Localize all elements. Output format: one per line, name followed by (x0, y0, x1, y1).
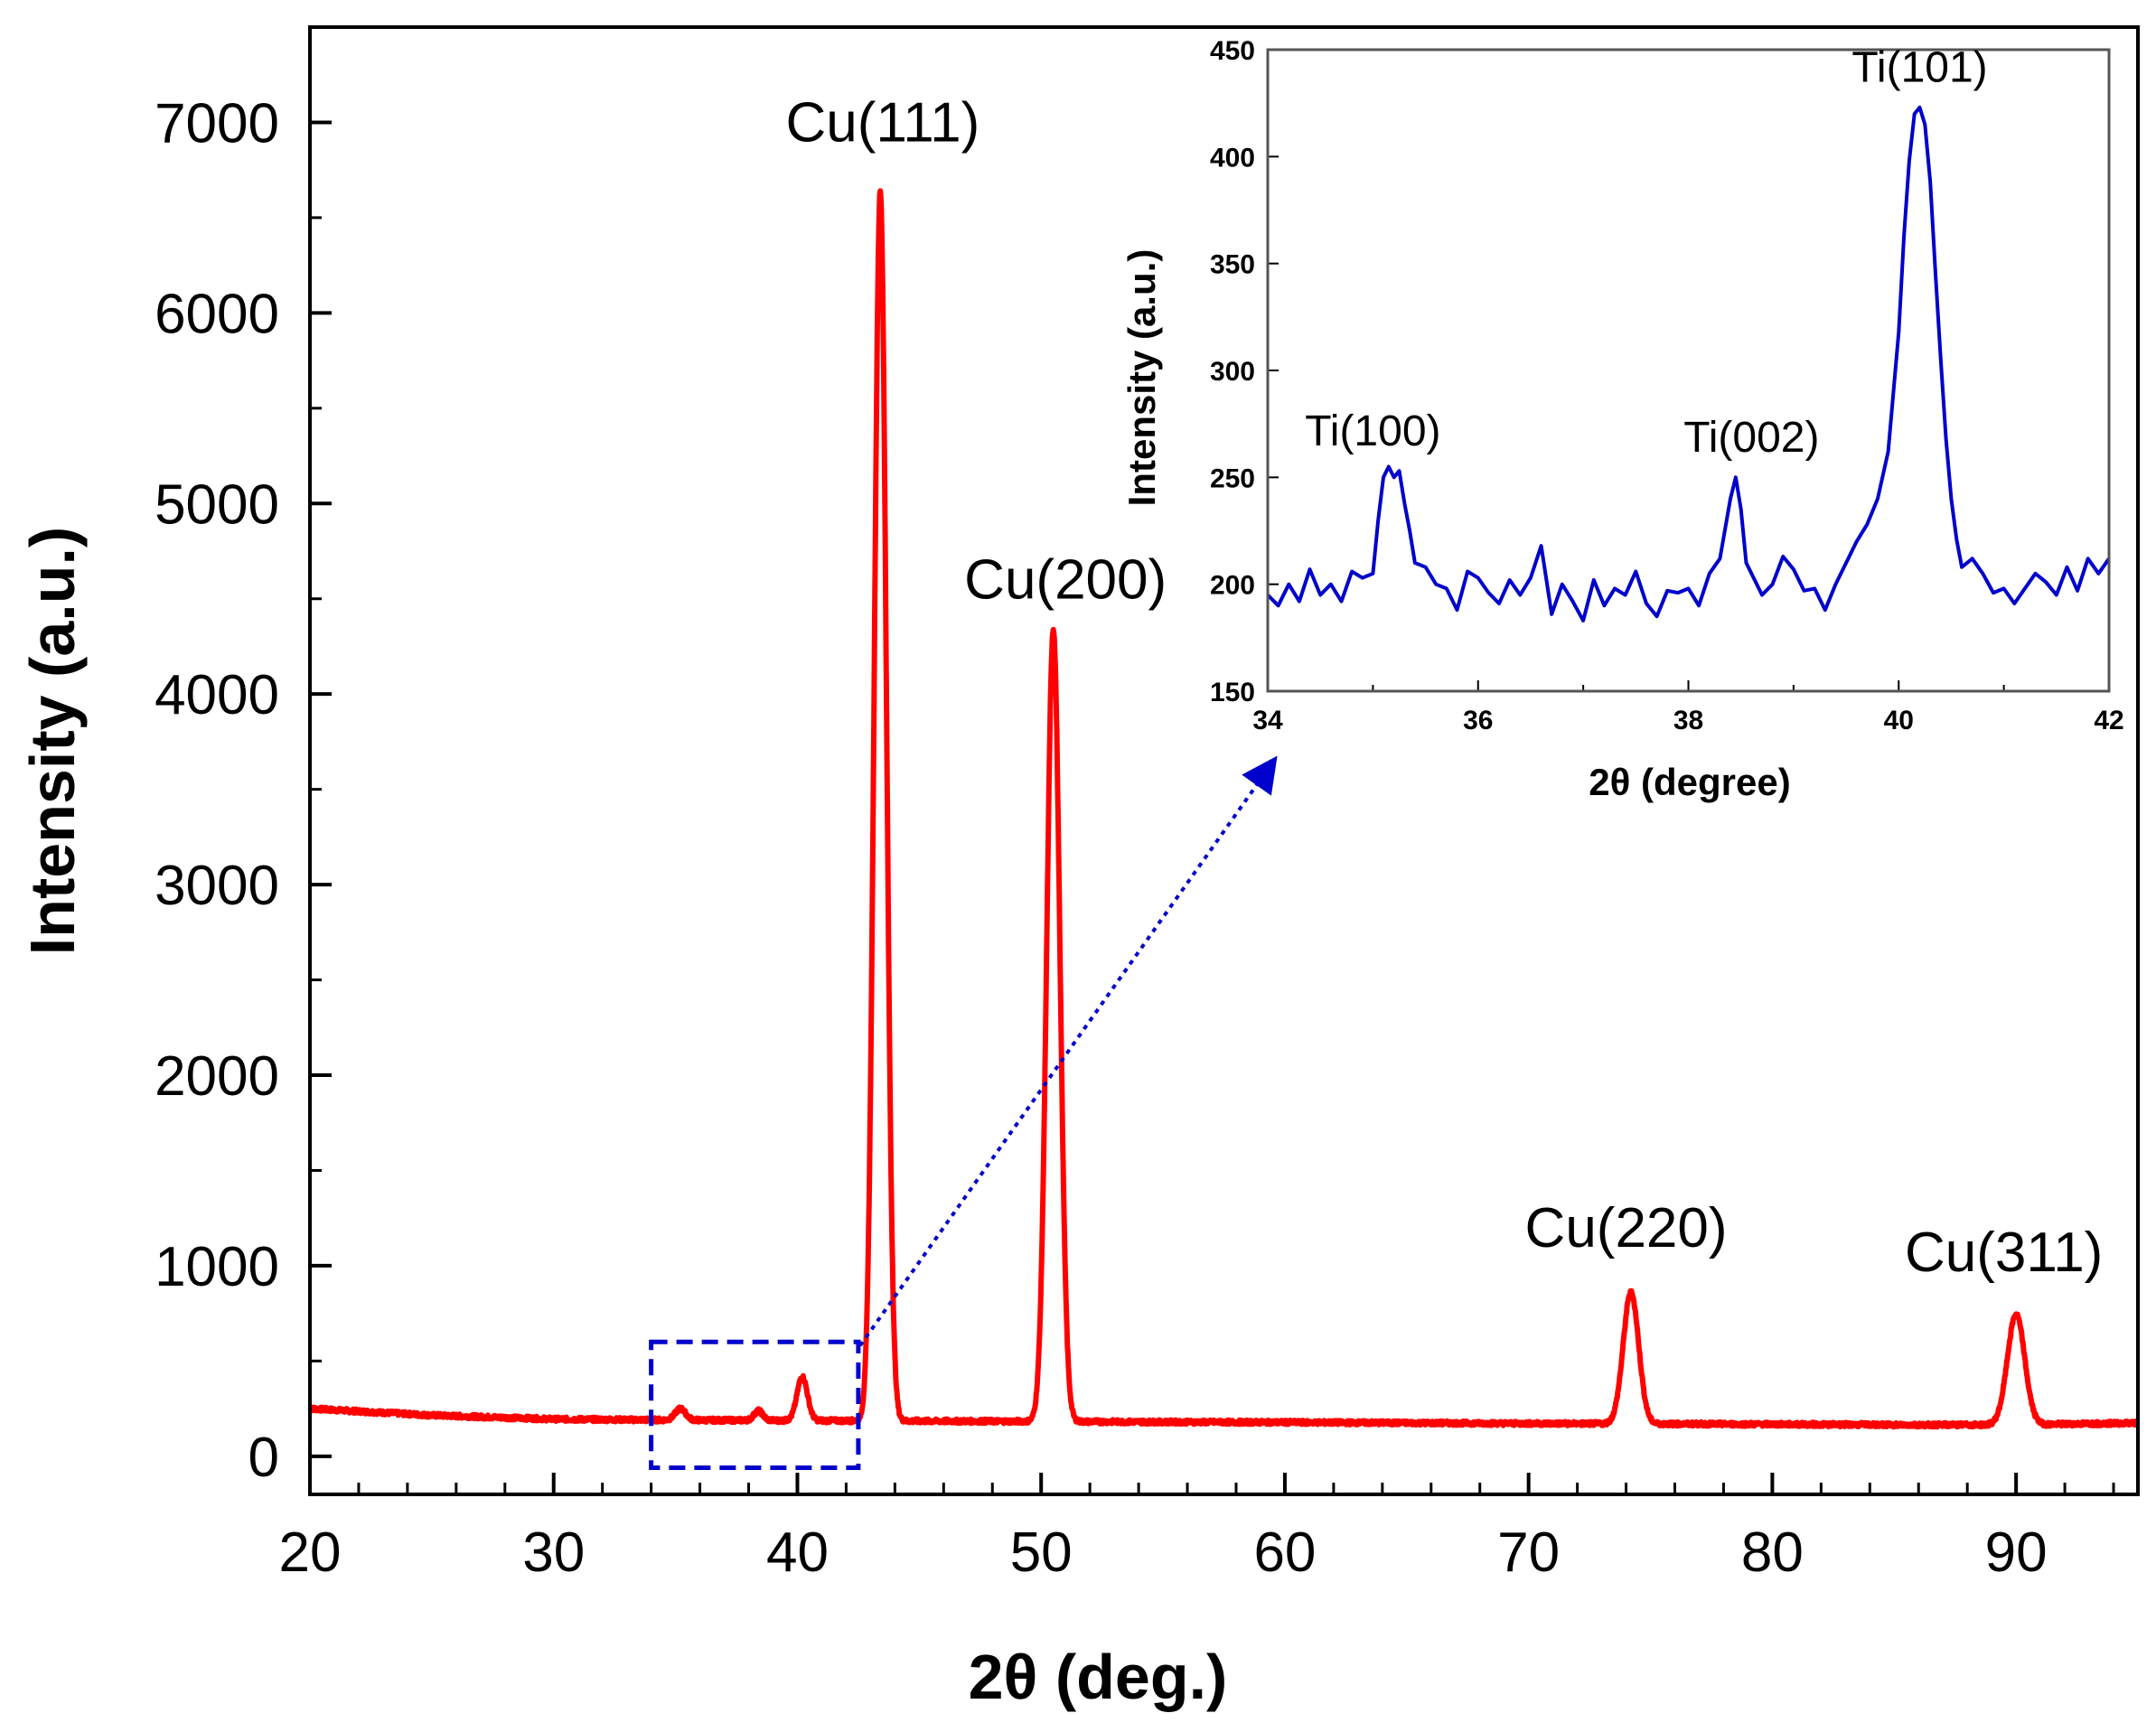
inset-series (1266, 105, 2111, 623)
main-peak-label: Cu(111) (785, 92, 980, 154)
main-x-tick-label: 30 (522, 1521, 585, 1584)
main-y-tick-label: 0 (248, 1427, 279, 1489)
main-x-tick-label: 60 (1253, 1521, 1316, 1584)
inset-y-tick-label: 400 (1210, 143, 1255, 173)
inset-peak-labels: Ti(100) Ti(002) Ti(101) (1305, 44, 1987, 462)
main-tick-labels: 20 30 40 50 60 70 80 90 0 1000 2000 3000 4000 5000 600… (155, 92, 2048, 1584)
main-peak-label: Cu(311) (1905, 1222, 2103, 1284)
inset-x-tick-label: 34 (1252, 706, 1283, 735)
main-y-tick-label: 1000 (155, 1236, 279, 1298)
main-series (307, 188, 2141, 1430)
inset-y-tick-label: 300 (1210, 357, 1255, 387)
main-y-tick-label: 2000 (155, 1045, 279, 1108)
main-plot-frame (308, 25, 2140, 1496)
zoom-region-box (649, 1339, 861, 1470)
main-x-tick-label: 90 (1985, 1521, 2048, 1584)
main-y-tick-label: 7000 (155, 92, 279, 154)
main-plot: 20 30 40 50 60 70 80 90 0 1000 2000 3000 4000 5000 600… (17, 25, 2141, 1712)
inset-x-tick-label: 42 (2094, 706, 2123, 735)
inset-y-tick-label: 250 (1210, 463, 1255, 493)
inset-y-axis-label: Intensity (a.u.) (1120, 249, 1163, 507)
inset-tick-labels: 34 36 38 40 42 150 200 250 300 350 400 450 (1210, 36, 2124, 735)
main-peak-labels: Cu(111) Cu(200) Cu(220) Cu(311) (785, 92, 2103, 1285)
inset-xrd-line (1266, 105, 2111, 623)
inset-background (1268, 50, 2109, 691)
main-x-tick-label: 80 (1741, 1521, 1804, 1584)
main-y-axis-label: Intensity (a.u.) (17, 527, 88, 955)
inset-y-tick-label: 350 (1210, 250, 1255, 280)
main-y-tick-label: 4000 (155, 664, 279, 726)
main-minor-ticks (310, 216, 2115, 1494)
main-peak-label: Cu(200) (964, 549, 1167, 612)
main-x-tick-label: 40 (766, 1521, 829, 1584)
main-x-tick-label: 20 (279, 1521, 342, 1584)
inset-x-tick-label: 38 (1673, 706, 1703, 735)
main-y-tick-label: 6000 (155, 283, 279, 345)
inset-peak-label: Ti(100) (1305, 407, 1440, 455)
inset-y-tick-label: 450 (1210, 36, 1255, 66)
main-peak-label: Cu(220) (1525, 1197, 1728, 1259)
main-xrd-line (307, 188, 2141, 1430)
main-x-tick-label: 50 (1010, 1521, 1073, 1584)
main-x-axis-label: 2θ (deg.) (969, 1642, 1228, 1712)
main-y-tick-label: 3000 (155, 855, 279, 917)
inset-peak-label: Ti(002) (1683, 414, 1819, 462)
inset-y-tick-label: 150 (1210, 678, 1255, 707)
inset-x-tick-label: 36 (1463, 706, 1493, 735)
inset-y-tick-label: 200 (1210, 571, 1255, 601)
inset-x-axis-label: 2θ (degree) (1589, 761, 1790, 803)
main-x-tick-label: 70 (1497, 1521, 1560, 1584)
main-zoom-annotation (649, 755, 1278, 1470)
inset-peak-label: Ti(101) (1851, 44, 1987, 92)
inset-plot-frame (1266, 48, 2111, 693)
inset-x-tick-label: 40 (1884, 706, 1914, 735)
main-y-tick-label: 5000 (155, 473, 279, 536)
